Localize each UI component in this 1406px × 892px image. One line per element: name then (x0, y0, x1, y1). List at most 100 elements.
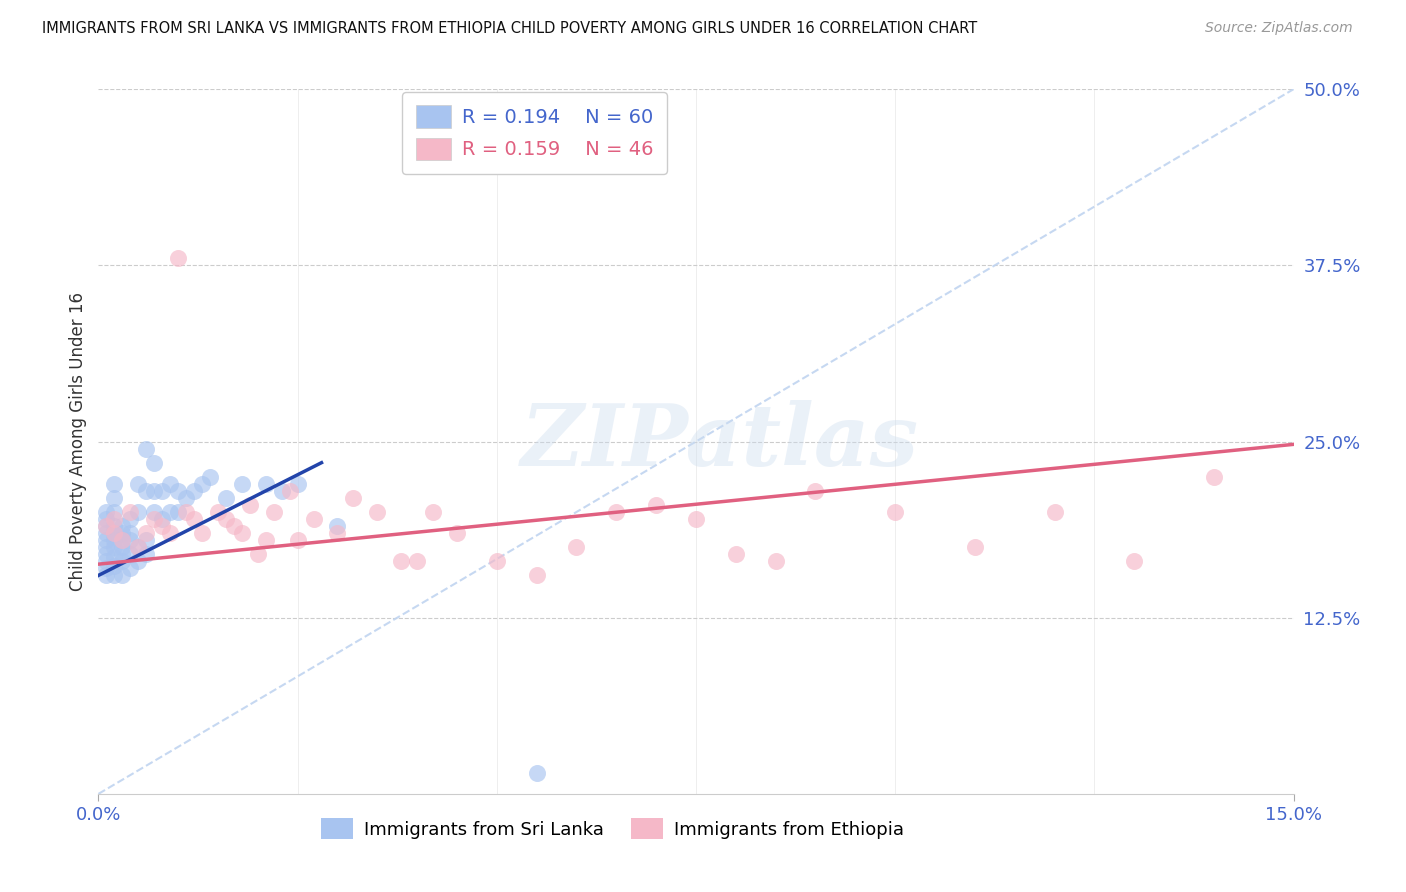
Point (135, 483, 157, 498)
Point (96, 526, 118, 541)
Point (111, 526, 134, 541)
Point (270, 483, 292, 498)
Point (120, 526, 142, 541)
Text: Source: ZipAtlas.com: Source: ZipAtlas.com (1205, 21, 1353, 36)
Point (135, 533, 157, 548)
Point (1202, 469, 1225, 483)
Point (127, 554, 149, 568)
Point (215, 512, 238, 526)
Point (111, 568, 134, 582)
Point (884, 505, 907, 519)
Point (135, 442, 157, 456)
Point (143, 456, 166, 470)
Point (96, 505, 118, 519)
Point (159, 505, 181, 519)
Point (254, 476, 277, 491)
Point (191, 526, 214, 541)
Point (96, 561, 118, 575)
Point (103, 491, 125, 505)
Text: ZIPatlas: ZIPatlas (520, 400, 920, 483)
Point (239, 498, 262, 512)
Point (127, 541, 149, 555)
Point (127, 541, 149, 555)
Point (135, 526, 157, 541)
Point (103, 550, 125, 565)
Point (150, 512, 173, 526)
Point (326, 526, 349, 541)
Point (406, 554, 429, 568)
Point (215, 491, 238, 505)
Point (120, 505, 142, 519)
Point (207, 505, 229, 519)
Point (422, 505, 444, 519)
Point (254, 533, 277, 548)
Point (174, 505, 197, 519)
Point (103, 512, 125, 526)
Point (231, 476, 253, 491)
Point (287, 533, 309, 548)
Point (1043, 505, 1066, 519)
Point (96, 519, 118, 533)
Point (143, 505, 166, 519)
Point (96, 547, 118, 561)
Point (135, 547, 157, 561)
Point (150, 483, 173, 498)
Point (120, 512, 142, 526)
Point (103, 505, 125, 519)
Point (103, 526, 125, 541)
Point (526, 765, 548, 780)
Point (645, 498, 668, 512)
Point (565, 541, 588, 555)
Point (222, 519, 245, 533)
Point (103, 533, 125, 548)
Point (804, 483, 827, 498)
Point (605, 505, 627, 519)
Point (96, 533, 118, 548)
Point (302, 512, 325, 526)
Point (278, 483, 301, 498)
Point (127, 505, 149, 519)
Point (96, 554, 118, 568)
Point (103, 558, 125, 573)
Point (111, 533, 134, 548)
Point (103, 519, 125, 533)
Point (198, 469, 221, 483)
Point (724, 547, 747, 561)
Point (159, 476, 181, 491)
Point (111, 519, 134, 533)
Point (246, 547, 269, 561)
Point (103, 476, 125, 491)
Point (127, 476, 149, 491)
Point (96, 568, 118, 582)
Point (103, 541, 125, 555)
Point (143, 512, 166, 526)
Point (143, 483, 166, 498)
Point (120, 547, 142, 561)
Point (183, 512, 205, 526)
Point (96, 512, 118, 526)
Point (174, 491, 197, 505)
Point (326, 519, 349, 533)
Point (263, 505, 285, 519)
Point (167, 505, 190, 519)
Point (111, 541, 134, 555)
Point (111, 533, 134, 548)
Point (389, 554, 412, 568)
Point (765, 554, 787, 568)
Point (446, 526, 468, 541)
Point (103, 568, 125, 582)
Point (191, 476, 214, 491)
Point (685, 512, 707, 526)
Point (366, 505, 388, 519)
Point (120, 561, 142, 575)
Point (111, 547, 134, 561)
Point (1123, 554, 1146, 568)
Point (150, 519, 173, 533)
Text: IMMIGRANTS FROM SRI LANKA VS IMMIGRANTS FROM ETHIOPIA CHILD POVERTY AMONG GIRLS : IMMIGRANTS FROM SRI LANKA VS IMMIGRANTS … (42, 21, 977, 37)
Point (526, 568, 548, 582)
Y-axis label: Child Poverty Among Girls Under 16: Child Poverty Among Girls Under 16 (69, 292, 87, 591)
Point (485, 554, 508, 568)
Point (342, 491, 364, 505)
Point (120, 533, 142, 548)
Point (167, 483, 190, 498)
